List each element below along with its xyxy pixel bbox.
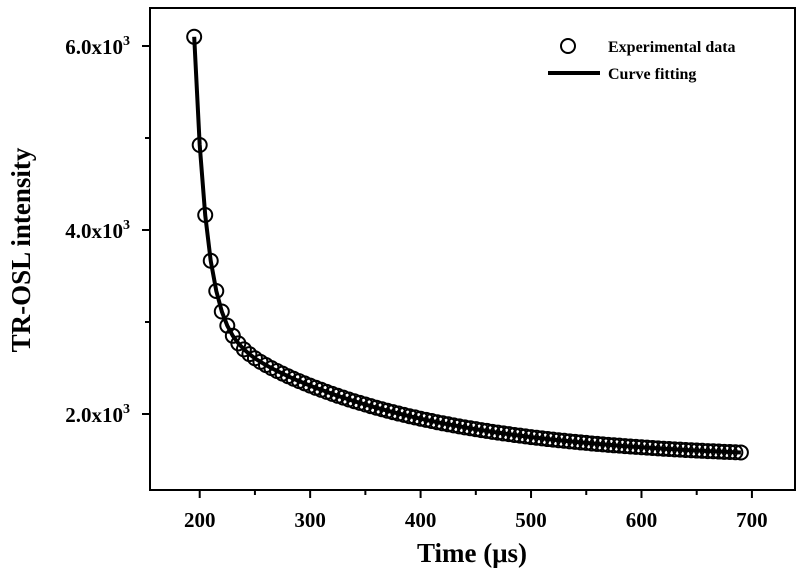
data-point <box>627 438 644 455</box>
data-point <box>197 207 214 224</box>
legend-label-experimental: Experimental data <box>608 39 736 56</box>
data-point <box>666 441 683 458</box>
data-point <box>462 420 479 437</box>
data-point <box>672 441 689 458</box>
y-tick-exponent: 3 <box>123 218 130 233</box>
data-point <box>423 412 440 429</box>
x-axis-label: Time (μs) <box>417 538 527 568</box>
y-tick-exponent: 3 <box>123 34 130 49</box>
data-point <box>572 434 589 451</box>
data-point <box>473 422 490 439</box>
data-point <box>705 443 722 460</box>
data-point <box>727 444 744 461</box>
data-point <box>500 426 517 443</box>
data-point <box>456 419 473 436</box>
data-point <box>611 437 628 454</box>
y-axis: 2.0x103 4.0x103 6.0x103 <box>65 34 150 427</box>
data-point <box>478 422 495 439</box>
data-point <box>506 426 523 443</box>
data-point <box>484 423 501 440</box>
data-point <box>721 444 738 461</box>
data-point <box>633 439 650 456</box>
y-tick-exponent: 3 <box>123 402 130 417</box>
data-point <box>616 438 633 455</box>
data-point <box>694 442 711 459</box>
data-point <box>561 433 578 450</box>
data-point <box>583 435 600 452</box>
data-point <box>644 439 661 456</box>
data-point <box>511 427 528 444</box>
data-point <box>401 408 418 425</box>
data-point <box>683 442 700 459</box>
data-point <box>600 436 617 453</box>
fit-curve-line <box>192 36 741 455</box>
legend: Experimental data Curve fitting <box>548 38 736 83</box>
data-point <box>699 443 716 460</box>
plot-frame <box>149 7 796 491</box>
legend-label-fit: Curve fitting <box>608 66 696 83</box>
x-tick-label: 200 <box>184 508 216 532</box>
data-point <box>418 411 435 428</box>
data-point <box>213 303 230 320</box>
data-point <box>677 441 694 458</box>
legend-marker-experimental <box>560 38 576 54</box>
data-point <box>655 440 672 457</box>
data-point <box>235 341 252 358</box>
data-point <box>440 416 457 433</box>
data-point <box>429 414 446 431</box>
x-tick-label: 400 <box>405 508 437 532</box>
data-point <box>451 418 468 435</box>
y-axis-label: TR-OSL intensity <box>6 147 36 352</box>
y-tick-label: 2.0x103 <box>65 402 130 427</box>
data-point <box>208 282 225 299</box>
x-axis: 200 300 400 500 600 700 <box>184 490 768 532</box>
data-point <box>732 444 749 461</box>
data-point <box>534 430 551 447</box>
data-point <box>434 415 451 432</box>
data-point <box>661 440 678 457</box>
data-point <box>567 433 584 450</box>
data-point <box>412 410 429 427</box>
data-point <box>186 28 203 45</box>
data-point <box>539 431 556 448</box>
data-point <box>545 431 562 448</box>
x-tick-label: 700 <box>736 508 768 532</box>
x-tick-label: 600 <box>626 508 658 532</box>
data-point <box>622 438 639 455</box>
data-point <box>589 435 606 452</box>
data-point <box>489 424 506 441</box>
data-point <box>517 428 534 445</box>
data-point <box>605 437 622 454</box>
x-tick-label: 300 <box>294 508 326 532</box>
x-tick-label: 500 <box>515 508 547 532</box>
y-tick-label: 4.0x103 <box>65 218 130 243</box>
data-point <box>688 442 705 459</box>
data-point <box>716 443 733 460</box>
data-markers <box>186 28 749 461</box>
data-point <box>650 440 667 457</box>
fit-curve-group <box>192 36 741 455</box>
data-point <box>578 434 595 451</box>
data-point <box>556 432 573 449</box>
data-point <box>202 252 219 269</box>
data-point <box>445 417 462 434</box>
data-point <box>495 425 512 442</box>
data-point <box>639 439 656 456</box>
data-point <box>710 443 727 460</box>
data-point <box>523 429 540 446</box>
data-point <box>467 421 484 438</box>
data-point <box>550 432 567 449</box>
data-point <box>594 436 611 453</box>
y-tick-label: 6.0x103 <box>65 34 130 59</box>
data-point <box>191 136 208 153</box>
data-point <box>528 429 545 446</box>
